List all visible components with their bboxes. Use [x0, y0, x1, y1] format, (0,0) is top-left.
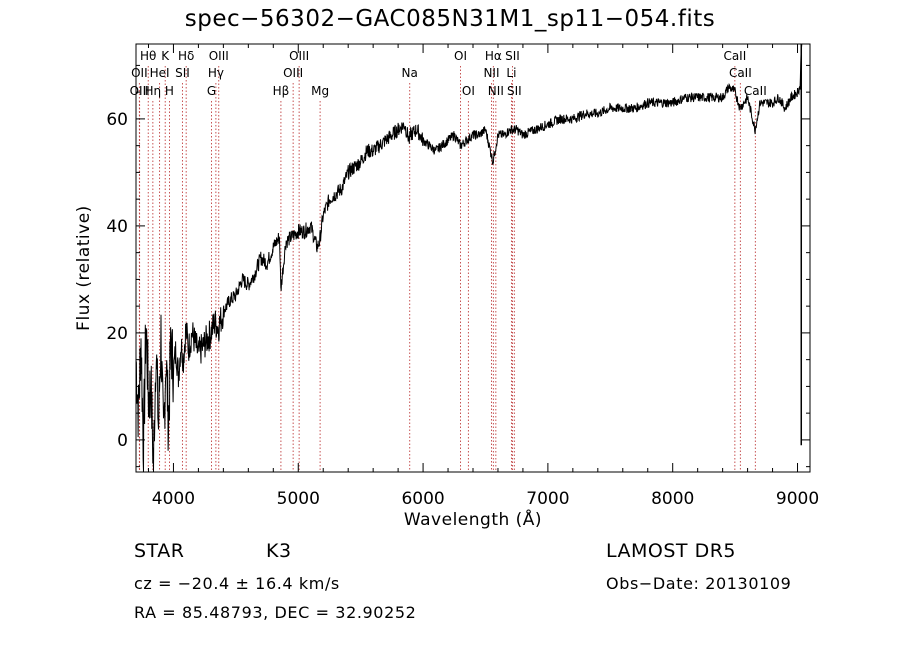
- line-label: Hδ: [178, 49, 194, 63]
- line-label: OI: [454, 49, 467, 63]
- line-label: HeI: [150, 66, 170, 80]
- y-tick-label: 20: [106, 324, 128, 344]
- plot-frame: [135, 43, 811, 473]
- x-axis-label: Wavelength (Å): [403, 510, 543, 530]
- x-tick-label: 8000: [651, 489, 694, 509]
- x-tick-label: 4000: [152, 489, 195, 509]
- line-label: NII: [483, 66, 499, 80]
- line-label: SII: [507, 84, 522, 98]
- x-tick-label: 6000: [401, 489, 444, 509]
- coordinates: RA = 85.48793, DEC = 32.90252: [134, 603, 417, 622]
- spectrum-series: [135, 43, 803, 473]
- x-tick-label: 9000: [776, 489, 819, 509]
- line-label: CaII: [723, 49, 746, 63]
- line-label: OI: [462, 84, 475, 98]
- line-label: OIII: [130, 84, 150, 98]
- line-label: OIII: [209, 49, 229, 63]
- line-label: G: [207, 84, 216, 98]
- line-label: SII: [505, 49, 520, 63]
- x-tick-label: 7000: [526, 489, 569, 509]
- y-tick-label: 0: [117, 431, 128, 451]
- line-label: Hβ: [273, 84, 290, 98]
- line-label: OII: [131, 66, 148, 80]
- y-tick-label: 60: [106, 110, 128, 130]
- object-subclass: K3: [266, 540, 292, 562]
- axis-ticks: 4000 5000 6000 7000 8000 9000 0 20 40 60: [106, 44, 819, 509]
- line-label: Hα: [485, 49, 502, 63]
- line-label: Mg: [311, 84, 329, 98]
- chart-title: spec−56302−GAC085N31M1_sp11−054.fits: [184, 6, 716, 32]
- line-label: K: [161, 49, 170, 63]
- line-label: SII: [175, 66, 190, 80]
- y-tick-label: 40: [106, 217, 128, 237]
- spectrum-line: [135, 43, 803, 473]
- line-label: NII: [488, 84, 504, 98]
- line-label: Hθ: [140, 49, 156, 63]
- line-label: Li: [506, 66, 516, 80]
- line-label: CaII: [729, 66, 752, 80]
- line-label: CaII: [744, 84, 767, 98]
- y-axis-label: Flux (relative): [74, 205, 94, 331]
- line-label: OIII: [283, 66, 303, 80]
- line-label: H: [165, 84, 174, 98]
- line-label: Hη: [145, 84, 162, 98]
- line-label: OIII: [289, 49, 309, 63]
- survey-name: LAMOST DR5: [606, 540, 736, 562]
- line-label: Na: [402, 66, 418, 80]
- line-label: Hγ: [208, 66, 224, 80]
- x-tick-label: 5000: [277, 489, 320, 509]
- observation-date: Obs−Date: 20130109: [606, 574, 792, 593]
- object-class: STAR: [134, 540, 185, 562]
- redshift-velocity: cz = −20.4 ± 16.4 km/s: [134, 574, 340, 593]
